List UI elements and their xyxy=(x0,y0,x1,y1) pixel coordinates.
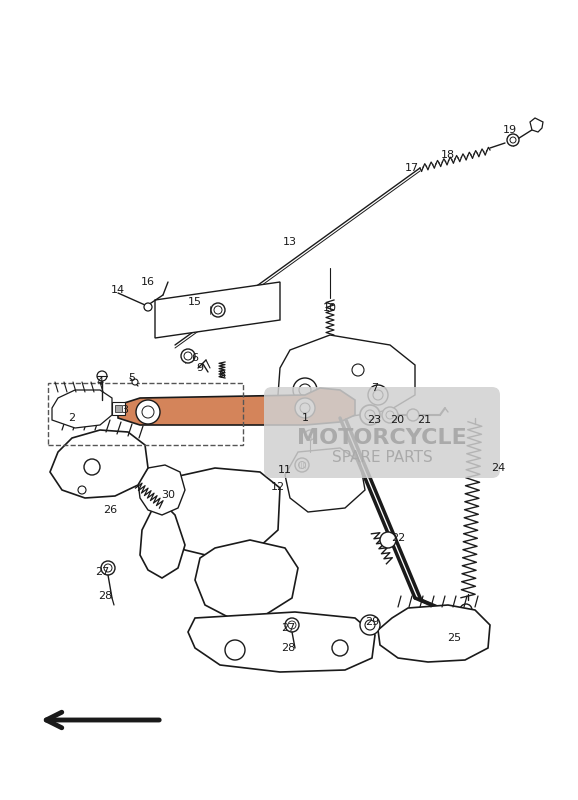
Text: 22: 22 xyxy=(391,533,405,543)
Circle shape xyxy=(225,640,245,660)
Circle shape xyxy=(380,532,396,548)
Circle shape xyxy=(214,306,222,314)
Circle shape xyxy=(373,390,383,400)
Text: 29: 29 xyxy=(365,617,379,627)
Text: 27: 27 xyxy=(281,623,295,633)
Circle shape xyxy=(332,640,348,656)
Circle shape xyxy=(300,403,310,413)
Polygon shape xyxy=(138,465,185,515)
Polygon shape xyxy=(278,335,415,418)
Text: 13: 13 xyxy=(283,237,297,247)
Text: 20: 20 xyxy=(390,415,404,425)
Text: 11: 11 xyxy=(278,465,292,475)
Circle shape xyxy=(78,486,86,494)
Circle shape xyxy=(365,410,375,420)
Polygon shape xyxy=(50,430,148,498)
Text: 15: 15 xyxy=(188,297,202,307)
Polygon shape xyxy=(115,405,122,412)
Circle shape xyxy=(285,618,299,632)
Polygon shape xyxy=(155,282,280,338)
Circle shape xyxy=(211,303,225,317)
Text: 4: 4 xyxy=(97,377,103,387)
Circle shape xyxy=(386,411,394,419)
Circle shape xyxy=(360,405,380,425)
Circle shape xyxy=(368,385,388,405)
Text: 24: 24 xyxy=(491,463,505,473)
Polygon shape xyxy=(285,448,365,512)
Text: 1: 1 xyxy=(302,413,309,423)
Text: 30: 30 xyxy=(161,490,175,500)
Text: 7: 7 xyxy=(372,383,379,393)
Text: 6: 6 xyxy=(191,353,198,363)
Text: 26: 26 xyxy=(103,505,117,515)
Polygon shape xyxy=(140,505,185,578)
Circle shape xyxy=(305,430,315,440)
Polygon shape xyxy=(188,612,375,672)
Text: 25: 25 xyxy=(447,633,461,643)
Text: 23: 23 xyxy=(367,415,381,425)
Text: MOTORCYCLE: MOTORCYCLE xyxy=(297,428,467,448)
Polygon shape xyxy=(112,402,125,415)
FancyBboxPatch shape xyxy=(264,387,500,478)
Text: 18: 18 xyxy=(441,150,455,160)
Text: 28: 28 xyxy=(281,643,295,653)
Circle shape xyxy=(295,458,309,472)
Circle shape xyxy=(184,352,192,360)
Text: 19: 19 xyxy=(503,125,517,135)
Circle shape xyxy=(295,398,315,418)
Circle shape xyxy=(352,364,364,376)
Polygon shape xyxy=(118,388,355,425)
Circle shape xyxy=(507,134,519,146)
Text: 9: 9 xyxy=(197,363,203,373)
Circle shape xyxy=(298,462,306,469)
Circle shape xyxy=(132,379,138,385)
Circle shape xyxy=(407,409,419,421)
Circle shape xyxy=(299,384,311,396)
Circle shape xyxy=(360,615,380,635)
Text: 2: 2 xyxy=(68,413,76,423)
Circle shape xyxy=(365,620,375,630)
Circle shape xyxy=(288,621,296,629)
Text: 21: 21 xyxy=(417,415,431,425)
Circle shape xyxy=(142,406,154,418)
Circle shape xyxy=(293,378,317,402)
Text: 3: 3 xyxy=(121,405,128,415)
Text: 8: 8 xyxy=(218,370,225,380)
Text: 16: 16 xyxy=(141,277,155,287)
Polygon shape xyxy=(195,540,298,618)
Text: 12: 12 xyxy=(271,482,285,492)
Circle shape xyxy=(136,400,160,424)
Text: 28: 28 xyxy=(98,591,112,601)
Polygon shape xyxy=(52,390,112,428)
Circle shape xyxy=(97,371,107,381)
Circle shape xyxy=(382,407,398,423)
Text: 14: 14 xyxy=(111,285,125,295)
Circle shape xyxy=(101,561,115,575)
Circle shape xyxy=(84,459,100,475)
Polygon shape xyxy=(378,605,490,662)
Text: SPARE PARTS: SPARE PARTS xyxy=(332,450,432,466)
Circle shape xyxy=(104,564,112,572)
Polygon shape xyxy=(530,118,543,132)
Circle shape xyxy=(144,303,152,311)
Text: 5: 5 xyxy=(128,373,135,383)
Circle shape xyxy=(181,349,195,363)
Text: 10: 10 xyxy=(323,303,337,313)
Text: 17: 17 xyxy=(405,163,419,173)
Circle shape xyxy=(510,137,516,143)
Polygon shape xyxy=(152,468,280,558)
Circle shape xyxy=(460,604,472,616)
Text: 27: 27 xyxy=(95,567,109,577)
